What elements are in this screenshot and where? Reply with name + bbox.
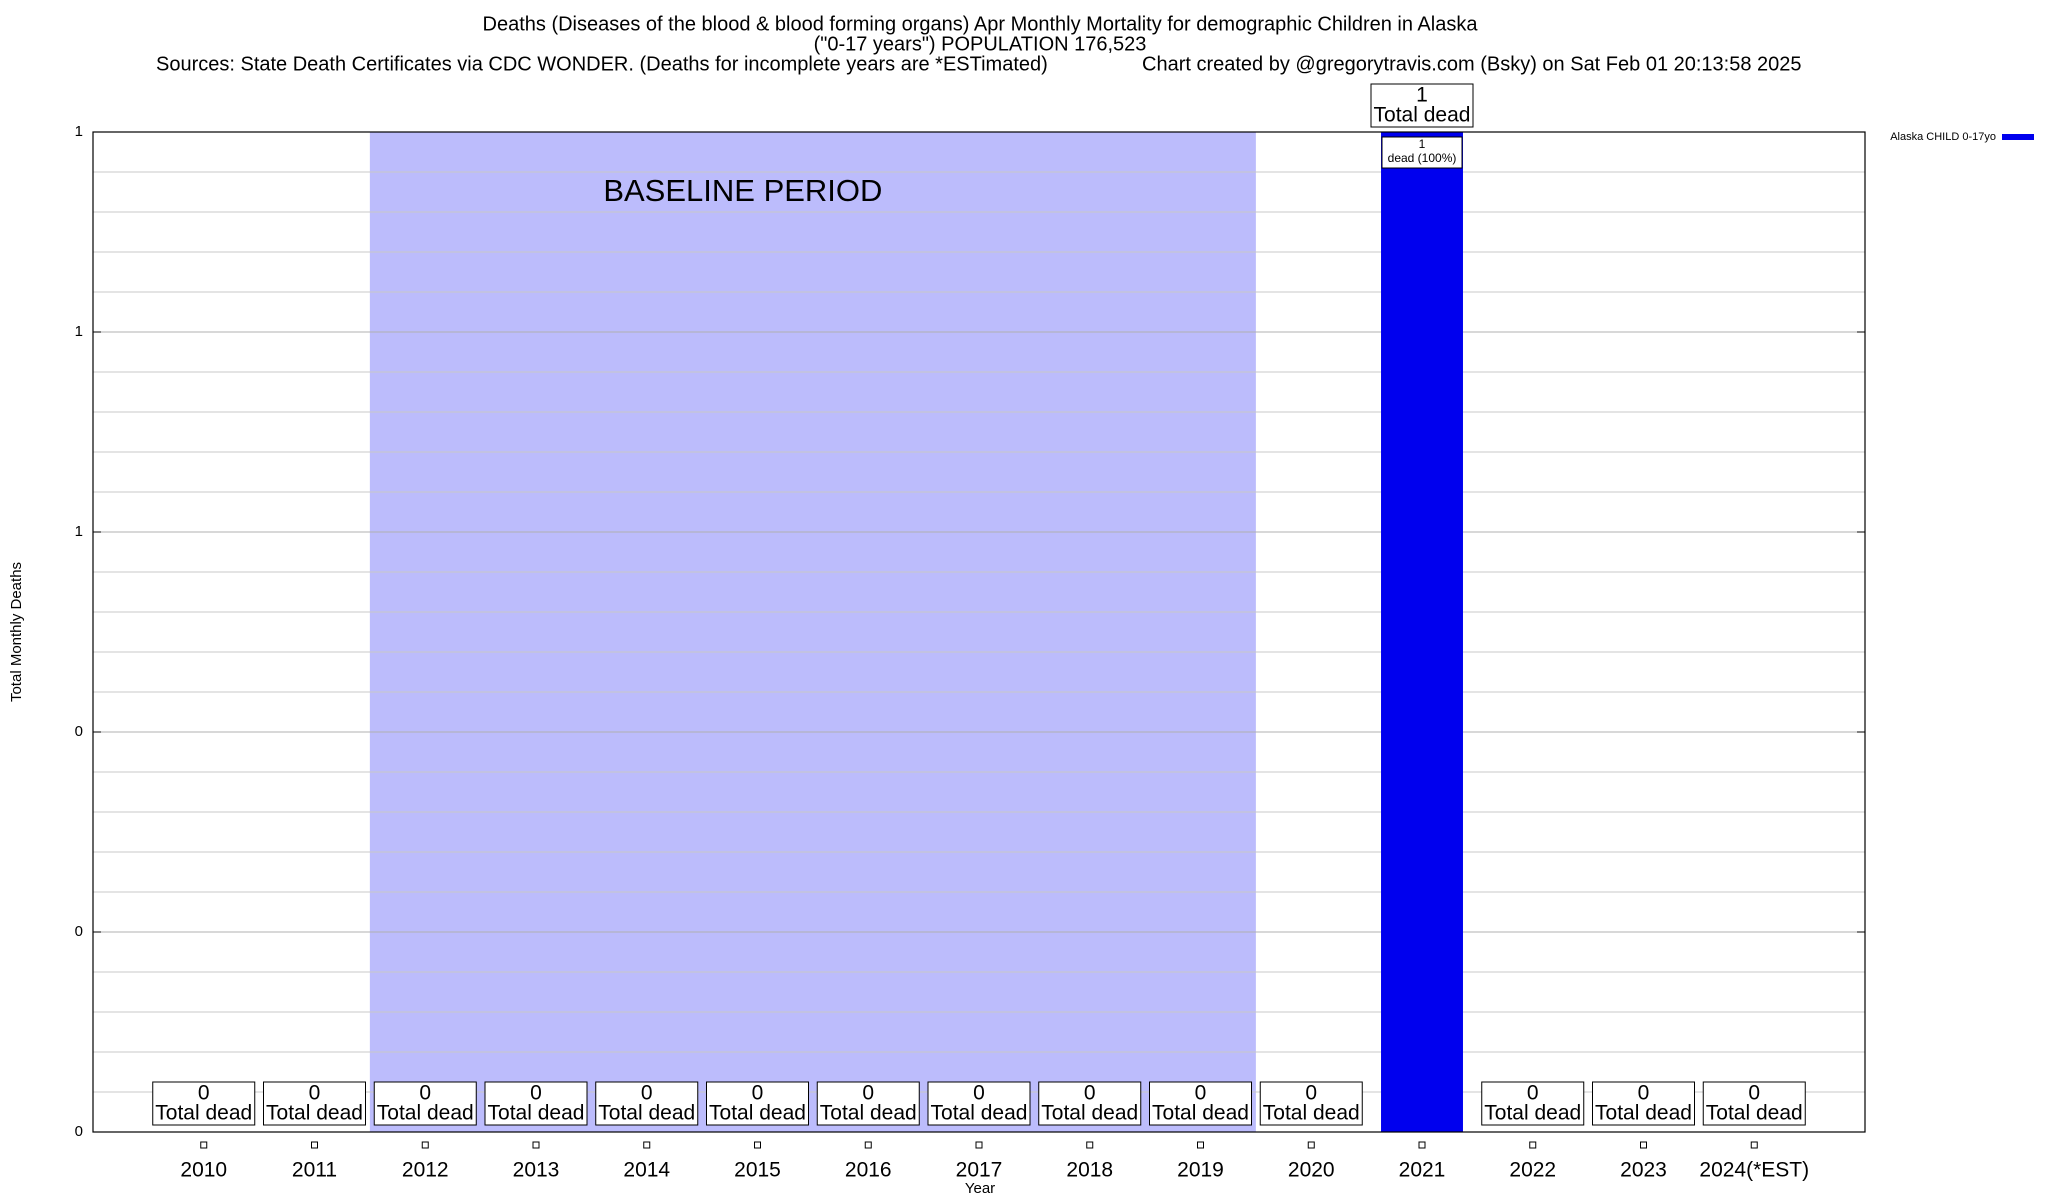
value-label-box (1481, 1081, 1585, 1126)
x-tick-label: 2023 (1620, 1159, 1667, 1182)
value-label: 0 (1195, 1082, 1207, 1105)
inner-value-label: 1 (1419, 137, 1426, 151)
value-label-box (1259, 1081, 1363, 1126)
legend-label: Alaska CHILD 0-17yo (1890, 131, 1996, 143)
x-tick-label: 2012 (402, 1159, 449, 1182)
x-tick-mark (754, 1141, 761, 1149)
value-label-box (1702, 1081, 1806, 1126)
x-tick-mark (311, 1141, 318, 1149)
total-label: Total dead (1595, 1102, 1692, 1125)
plot-frame (92, 131, 1866, 1133)
x-tick-mark (1418, 1141, 1426, 1149)
x-tick-mark (1307, 1141, 1315, 1149)
x-tick-label: 2022 (1509, 1159, 1556, 1182)
value-label: 0 (1638, 1082, 1650, 1105)
value-label-box (595, 1081, 699, 1126)
credit-note: Chart created by @gregorytravis.com (Bsk… (1142, 53, 1802, 75)
value-label-box (706, 1081, 809, 1126)
x-tick-label: 2014 (623, 1159, 670, 1182)
y-tick-label: 1 (75, 323, 83, 340)
value-label: 0 (1305, 1082, 1317, 1105)
baseline-label: BASELINE PERIOD (603, 173, 882, 208)
x-tick-mark (643, 1141, 651, 1149)
value-label-box (1592, 1081, 1695, 1126)
x-tick-label: 2015 (734, 1159, 781, 1182)
baseline-region (369, 132, 1256, 1132)
total-label: Total dead (377, 1102, 474, 1125)
value-label: 0 (1527, 1082, 1539, 1105)
total-label: Total dead (931, 1102, 1028, 1125)
x-tick-mark (864, 1141, 872, 1149)
value-label-box (484, 1081, 588, 1126)
x-tick-mark (1640, 1141, 1647, 1149)
x-tick-label: 2017 (956, 1159, 1003, 1182)
y-tick-label: 0 (75, 1123, 83, 1140)
y-tick-label: 1 (75, 523, 83, 540)
value-label-box (1370, 83, 1474, 128)
value-label: 0 (752, 1082, 764, 1105)
total-label: Total dead (1263, 1102, 1360, 1125)
value-label: 0 (973, 1082, 985, 1105)
value-label-box (263, 1081, 366, 1126)
x-tick-label: 2013 (513, 1159, 560, 1182)
source-note: Sources: State Death Certificates via CD… (156, 53, 1048, 75)
x-tick-mark (532, 1141, 540, 1149)
value-label-box (927, 1081, 1031, 1126)
x-tick-label: 2019 (1177, 1159, 1224, 1182)
value-label-box (816, 1081, 920, 1126)
value-label: 0 (309, 1082, 321, 1105)
y-tick-label: 0 (75, 723, 83, 740)
inner-label-box (1381, 136, 1463, 169)
value-label: 0 (1748, 1082, 1760, 1105)
chart-title-line2: ("0-17 years") POPULATION 176,523 (814, 33, 1147, 55)
x-tick-label: 2021 (1399, 1159, 1446, 1182)
value-label: 1 (1416, 84, 1428, 107)
y-tick-label: 1 (75, 123, 83, 140)
x-tick-label: 2024(*EST) (1699, 1159, 1809, 1182)
total-label: Total dead (155, 1102, 252, 1125)
y-tick-label: 0 (75, 923, 83, 940)
total-label: Total dead (1374, 104, 1471, 127)
value-label: 0 (419, 1082, 431, 1105)
y-axis-label: Total Monthly Deaths (8, 562, 25, 702)
value-label: 0 (641, 1082, 653, 1105)
total-label: Total dead (1706, 1102, 1803, 1125)
total-label: Total dead (598, 1102, 695, 1125)
x-tick-mark (200, 1141, 208, 1149)
x-tick-label: 2010 (180, 1159, 227, 1182)
x-tick-mark (1529, 1141, 1537, 1149)
x-tick-label: 2018 (1066, 1159, 1113, 1182)
total-label: Total dead (1152, 1102, 1249, 1125)
x-tick-mark (1750, 1141, 1758, 1149)
value-label: 0 (530, 1082, 542, 1105)
x-tick-mark (1086, 1141, 1094, 1149)
value-label: 0 (1084, 1082, 1096, 1105)
value-label-box (1038, 1081, 1142, 1126)
total-label: Total dead (488, 1102, 585, 1125)
x-tick-mark (1197, 1141, 1204, 1149)
total-label: Total dead (1041, 1102, 1138, 1125)
total-label: Total dead (266, 1102, 363, 1125)
value-label: 0 (198, 1082, 210, 1105)
x-axis-label: Year (965, 1180, 995, 1197)
x-tick-label: 2016 (845, 1159, 892, 1182)
chart-title: Deaths (Diseases of the blood & blood fo… (483, 13, 1479, 35)
value-label-box (152, 1081, 256, 1126)
legend-swatch (2002, 134, 2034, 140)
x-tick-label: 2020 (1288, 1159, 1335, 1182)
x-tick-mark (421, 1141, 429, 1149)
total-label: Total dead (709, 1102, 806, 1125)
inner-label: dead (100%) (1388, 151, 1457, 165)
x-tick-mark (975, 1141, 983, 1149)
x-tick-label: 2011 (292, 1159, 337, 1182)
value-label-box (373, 1081, 477, 1126)
value-label: 0 (862, 1082, 874, 1105)
total-label: Total dead (1484, 1102, 1581, 1125)
bar (1381, 132, 1463, 1132)
value-label-box (1149, 1081, 1252, 1126)
total-label: Total dead (820, 1102, 917, 1125)
